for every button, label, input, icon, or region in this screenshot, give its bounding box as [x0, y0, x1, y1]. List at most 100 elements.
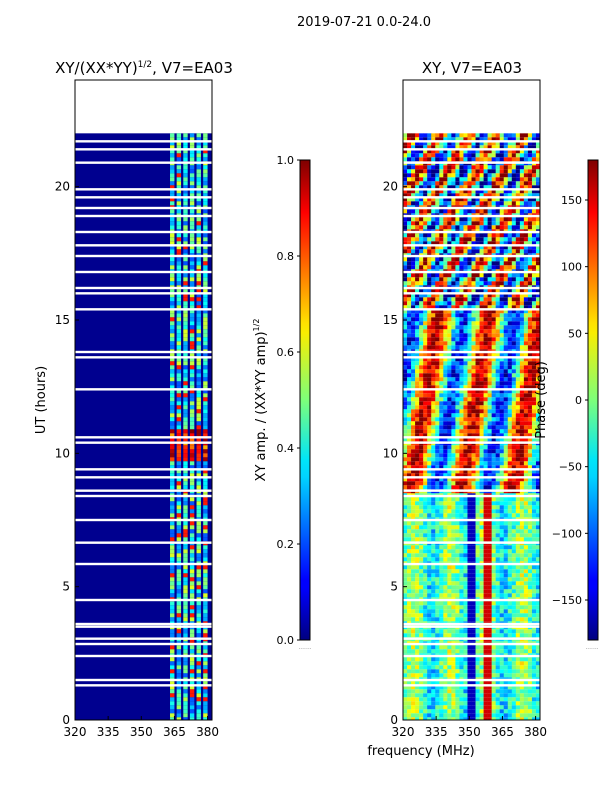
phase-cell [471, 173, 476, 178]
phase-cell [411, 421, 416, 426]
phase-cell [527, 585, 533, 590]
phase-cell [471, 585, 476, 590]
amplitude-cell [170, 389, 175, 394]
phase-cell [423, 417, 428, 422]
phase-cell [519, 209, 525, 214]
phase-cell [419, 221, 424, 226]
phase-cell [531, 529, 537, 534]
phase-cell [523, 481, 529, 486]
phase-cell [519, 309, 525, 314]
phase-cell [411, 465, 416, 470]
amplitude-cell [196, 593, 201, 598]
phase-cell [487, 385, 492, 390]
phase-cell [459, 429, 464, 434]
phase-cell [507, 137, 513, 142]
phase-cell [475, 369, 480, 374]
phase-cell [479, 297, 484, 302]
phase-cell [487, 521, 492, 526]
phase-cell [499, 433, 505, 438]
phase-cell [423, 137, 428, 142]
phase-cell [407, 529, 412, 534]
amplitude-colorbar-exponent: 1/2 [252, 319, 261, 332]
amplitude-cell [196, 549, 201, 554]
phase-cell [523, 173, 529, 178]
phase-cell [439, 257, 444, 262]
phase-cell [451, 497, 456, 502]
phase-cell [463, 201, 468, 206]
phase-cell [411, 305, 416, 310]
phase-cell [463, 345, 468, 350]
phase-cell [483, 545, 488, 550]
amplitude-cell [183, 181, 188, 186]
phase-cell [467, 157, 472, 162]
phase-cell [491, 433, 496, 438]
phase-cell [423, 501, 428, 506]
phase-cell [471, 169, 476, 174]
phase-cell [423, 217, 428, 222]
phase-cell [491, 557, 496, 562]
amplitude-cell [170, 281, 175, 286]
phase-cell [511, 145, 517, 150]
amplitude-cell [183, 357, 188, 362]
amplitude-cell [183, 185, 188, 190]
phase-cell [507, 385, 513, 390]
amplitude-cell [203, 277, 208, 282]
phase-cell [431, 265, 436, 270]
phase-cell [431, 321, 436, 326]
amplitude-cell [183, 485, 188, 490]
amplitude-cell [189, 249, 195, 254]
phase-cell [415, 569, 420, 574]
phase-cell [455, 549, 460, 554]
phase-cell [435, 265, 440, 270]
phase-cell [523, 357, 529, 362]
amplitude-cell [176, 689, 182, 694]
phase-cell [531, 293, 537, 298]
phase-cell [403, 605, 408, 610]
phase-cell [483, 573, 488, 578]
phase-cell [423, 461, 428, 466]
phase-cell [515, 325, 521, 330]
phase-cell [535, 313, 540, 318]
phase-cell [495, 289, 501, 294]
amplitude-cell [170, 405, 175, 410]
phase-cell [471, 393, 476, 398]
phase-cell [407, 417, 412, 422]
phase-cell [403, 221, 408, 226]
phase-cell [403, 169, 408, 174]
amplitude-cell [176, 141, 182, 146]
phase-cell [531, 177, 537, 182]
amplitude-cell [170, 413, 175, 418]
phase-cell [503, 425, 509, 430]
phase-cell [535, 281, 540, 286]
phase-cell [475, 357, 480, 362]
amplitude-title-exponent: 1/2 [138, 60, 152, 70]
phase-cell [443, 361, 448, 366]
phase-cell [523, 421, 529, 426]
phase-cell [499, 521, 505, 526]
phase-cell [495, 225, 501, 230]
phase-cell [471, 153, 476, 158]
phase-cell [503, 265, 509, 270]
phase-cell [407, 261, 412, 266]
phase-cell [455, 221, 460, 226]
phase-cell [419, 197, 424, 202]
phase-cell [423, 177, 428, 182]
phase-cell [407, 329, 412, 334]
phase-cell [511, 545, 517, 550]
phase-cell [495, 353, 501, 358]
amplitude-cell [176, 705, 182, 710]
phase-cell [431, 197, 436, 202]
phase-cell [459, 345, 464, 350]
phase-cell [495, 333, 501, 338]
phase-cell [475, 329, 480, 334]
phase-cell [447, 433, 452, 438]
amplitude-cell [203, 405, 208, 410]
phase-cell [519, 473, 525, 478]
amplitude-cell [196, 617, 201, 622]
phase-cell [455, 477, 460, 482]
phase-cell [483, 601, 488, 606]
phase-cell [479, 173, 484, 178]
phase-cell [483, 277, 488, 282]
phase-cell [435, 273, 440, 278]
phase-cell [483, 273, 488, 278]
